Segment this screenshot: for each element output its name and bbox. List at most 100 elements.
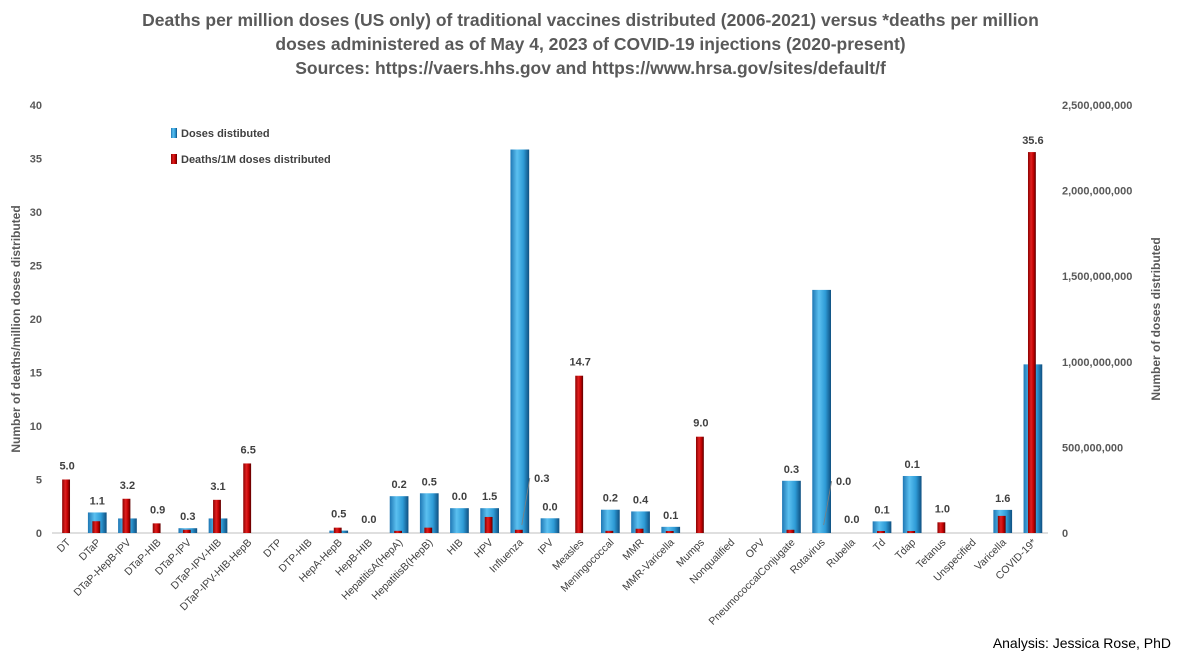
y-tick-right: 1,000,000,000 (1062, 357, 1132, 369)
deaths-bar (1027, 152, 1036, 533)
data-label: 0.0 (836, 476, 851, 488)
data-label: 0.3 (534, 473, 549, 485)
y-tick-right: 0 (1062, 528, 1068, 540)
y-tick-left: 10 (30, 421, 42, 433)
y-axis-title-right: Number of doses distributed (1149, 237, 1163, 400)
y-tick-left: 5 (36, 475, 42, 487)
y-tick-left: 35 (30, 154, 42, 166)
data-label: 0.4 (633, 494, 649, 506)
deaths-bar (605, 530, 614, 533)
data-label: 0.1 (905, 459, 920, 471)
y-tick-right: 2,500,000,000 (1062, 100, 1132, 112)
x-tick-label: IPV (536, 537, 556, 557)
y-tick-left: 25 (30, 261, 42, 273)
doses-bar (450, 508, 469, 533)
deaths-bar (213, 499, 221, 533)
data-label: 0.5 (422, 476, 437, 488)
data-label: 0.0 (361, 514, 376, 526)
y-tick-right: 2,000,000,000 (1062, 186, 1132, 198)
doses-bar (782, 480, 801, 533)
data-label: 0.2 (603, 493, 618, 505)
y-tick-right: 500,000,000 (1062, 442, 1123, 454)
data-label: 0.2 (391, 479, 406, 491)
doses-bar (902, 475, 922, 533)
y-tick-right: 1,500,000,000 (1062, 271, 1132, 283)
data-label: 14.7 (569, 357, 590, 369)
data-label: 6.5 (241, 444, 256, 456)
deaths-bar (152, 523, 161, 533)
y-tick-left: 0 (36, 528, 42, 540)
data-label: 3.1 (210, 481, 225, 493)
y-tick-left: 15 (30, 368, 42, 380)
deaths-bar (424, 527, 433, 533)
deaths-bar (907, 531, 916, 533)
x-tick-label: DTP (261, 537, 284, 560)
y-tick-left: 30 (30, 207, 42, 219)
deaths-bar (635, 528, 644, 533)
chart-title-line-1: Deaths per million doses (US only) of tr… (142, 10, 1039, 30)
data-label: 5.0 (59, 461, 74, 473)
chart-title-line-3: Sources: https://vaers.hhs.gov and https… (295, 58, 886, 78)
y-axis-title-left: Number of deaths/million doses distribut… (9, 205, 23, 452)
x-tick-label: OPV (743, 537, 767, 561)
deaths-bar (695, 436, 704, 533)
deaths-bar (182, 529, 191, 533)
deaths-bar (122, 498, 131, 533)
deaths-bar (514, 529, 523, 533)
doses-bar (510, 149, 530, 533)
data-label: 0.5 (331, 509, 346, 521)
legend-deaths-label: Deaths/1M doses distributed (181, 154, 331, 166)
doses-bar (872, 521, 892, 533)
deaths-bar (394, 530, 403, 533)
data-label: 0.3 (180, 511, 195, 523)
doses-bar (661, 526, 681, 533)
label-leader (823, 480, 833, 526)
doses-bar (389, 496, 409, 533)
deaths-bar (484, 516, 493, 533)
deaths-bar (92, 521, 101, 533)
data-label: 0.1 (874, 504, 889, 516)
doses-bar (540, 518, 560, 533)
x-tick-label: HPV (472, 537, 496, 561)
x-tick-label: Rubella (824, 537, 858, 571)
x-tick-label: Influenza (487, 537, 526, 576)
data-label: 1.6 (995, 493, 1010, 505)
deaths-bar (877, 531, 885, 533)
x-tick-label: Td (871, 537, 888, 554)
data-label: 0.0 (844, 514, 859, 526)
deaths-bar (665, 531, 674, 533)
y-tick-left: 40 (30, 100, 42, 112)
deaths-bar (575, 375, 584, 533)
chart-title-line-2: doses administered as of May 4, 2023 of … (275, 34, 906, 54)
x-tick-label: HIB (445, 537, 466, 558)
data-label: 0.1 (663, 510, 678, 522)
data-label: 0.0 (452, 491, 467, 503)
x-tick-label: DT (55, 536, 74, 555)
doses-bar (812, 289, 831, 533)
doses-bar (419, 493, 439, 533)
x-tick-label: Meningococcal (558, 537, 616, 595)
legend-doses-swatch (171, 128, 177, 138)
data-label: 0.3 (784, 464, 799, 476)
data-label: 1.1 (90, 495, 105, 507)
data-label: 3.2 (120, 480, 135, 492)
data-label: 1.0 (935, 503, 950, 515)
credit: Analysis: Jessica Rose, PhD (992, 635, 1171, 651)
x-tick-label: Tdap (893, 537, 919, 563)
data-label: 0.0 (542, 501, 557, 513)
doses-bar (601, 509, 620, 533)
x-tick-label: MMR (620, 536, 647, 563)
legend-doses-label: Doses distibuted (181, 128, 270, 140)
data-label: 0.9 (150, 504, 165, 516)
deaths-bar (937, 522, 946, 533)
x-tick-label: DTaP (77, 537, 104, 564)
deaths-bar (333, 527, 342, 533)
deaths-bar (997, 515, 1006, 533)
data-label: 1.5 (482, 491, 497, 503)
data-label: 35.6 (1022, 135, 1043, 147)
legend-deaths-swatch (171, 154, 177, 164)
doses-bar (631, 511, 650, 533)
y-tick-left: 20 (30, 314, 42, 326)
deaths-bar (786, 529, 795, 533)
